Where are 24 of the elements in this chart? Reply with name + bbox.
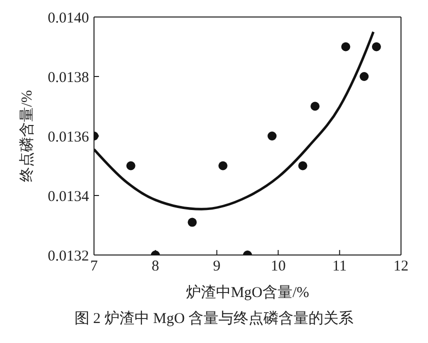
- x-tick-label: 7: [90, 258, 98, 275]
- point: [372, 42, 381, 52]
- x-axis-title: 炉渣中MgO含量/%: [186, 284, 310, 301]
- caption: 图 2 炉渣中 MgO 含量与终点磷含量的关系: [73, 310, 355, 328]
- point: [126, 161, 136, 170]
- x-tick-label: 8: [152, 258, 160, 275]
- point: [268, 132, 277, 140]
- y-tick-label: 0.0134: [48, 188, 90, 205]
- y-tick-label: 0.0138: [48, 70, 89, 86]
- point: [341, 42, 350, 52]
- y-tick-label: 0.0132: [48, 248, 89, 264]
- point: [188, 218, 197, 227]
- y-tick-label: 0.0136: [48, 129, 90, 146]
- x-tick-label: 9: [213, 258, 221, 275]
- point: [310, 102, 320, 111]
- x-tick-label: 12: [394, 258, 408, 275]
- y-axis-title: 终点磷含量/%: [18, 90, 36, 182]
- point: [218, 161, 228, 170]
- y-tick-label: 0.0140: [48, 10, 89, 26]
- line-series: [94, 30, 375, 210]
- point: [360, 72, 369, 81]
- x-tick-label: 10: [270, 258, 286, 275]
- point: [298, 161, 308, 170]
- x-tick-label: 11: [332, 258, 347, 275]
